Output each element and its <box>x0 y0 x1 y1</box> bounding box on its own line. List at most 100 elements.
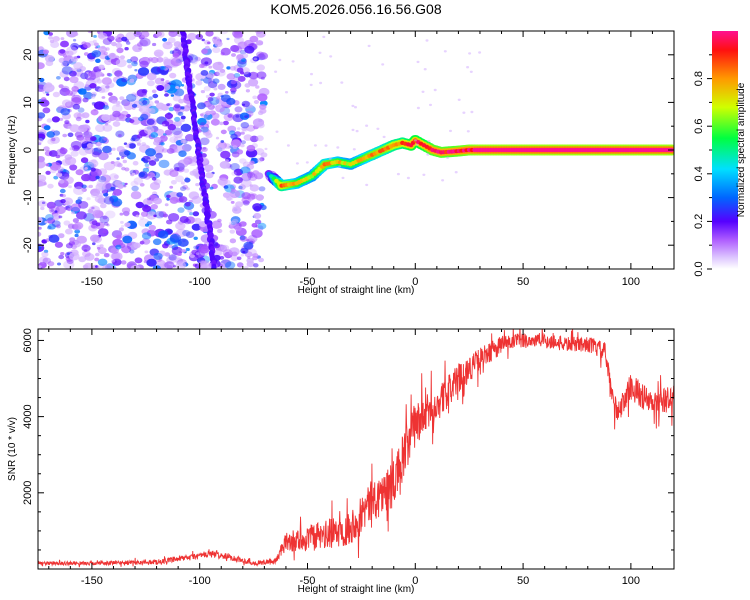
noise-blob <box>70 150 79 157</box>
noise-blob <box>170 57 183 67</box>
noise-blob <box>90 109 99 116</box>
noise-blob <box>106 224 110 227</box>
noise-blob <box>236 256 242 261</box>
noise-blob <box>144 250 149 254</box>
noise-blob <box>57 262 61 266</box>
noise-blob <box>164 129 173 136</box>
noise-blob <box>197 102 206 110</box>
noise-blob <box>244 115 248 118</box>
noise-blob <box>82 250 91 258</box>
noise-blob <box>245 89 250 93</box>
noise-blob <box>240 71 245 75</box>
spectrogram-x-tick-label: 100 <box>622 276 640 288</box>
noise-blob <box>229 145 233 148</box>
noise-blob <box>115 130 125 138</box>
noise-blob <box>126 93 137 102</box>
noise-blob <box>256 157 263 163</box>
noise-blob <box>242 200 250 206</box>
noise-blob <box>90 224 96 229</box>
noise-blob <box>195 252 200 256</box>
noise-blob <box>207 97 214 102</box>
noise-blob <box>97 258 108 266</box>
noise-blob <box>107 35 115 42</box>
noise-blob <box>116 47 124 54</box>
noise-blob <box>121 224 125 228</box>
noise-blob <box>81 187 87 192</box>
noise-blob <box>246 124 256 132</box>
noise-blob <box>94 195 105 203</box>
noise-blob <box>122 159 128 164</box>
noise-blob <box>84 167 88 170</box>
noise-blob <box>198 244 210 254</box>
noise-blob <box>130 137 136 142</box>
noise-blob <box>97 146 102 150</box>
noise-blob <box>60 252 65 256</box>
sparse-dot <box>324 144 328 147</box>
noise-blob <box>227 145 232 150</box>
noise-blob <box>120 220 124 224</box>
noise-blob <box>192 211 200 217</box>
noise-blob <box>172 95 181 102</box>
noise-blob <box>92 39 97 44</box>
noise-blob <box>139 60 149 68</box>
noise-blob <box>241 173 251 180</box>
noise-blob <box>70 166 76 170</box>
noise-blob <box>64 120 70 125</box>
noise-blob <box>175 261 187 269</box>
noise-blob <box>211 112 220 120</box>
noise-blob <box>60 108 70 116</box>
sparse-dot <box>396 172 400 176</box>
sparse-dot <box>457 98 461 102</box>
snr-x-tick-label: -50 <box>300 575 316 587</box>
noise-blob <box>43 83 55 93</box>
noise-blob <box>103 222 109 226</box>
noise-blob <box>38 182 45 187</box>
noise-blob <box>237 75 246 82</box>
noise-blob <box>95 71 103 77</box>
noise-blob <box>135 138 142 144</box>
noise-blob <box>133 60 138 65</box>
noise-blob <box>84 146 95 154</box>
noise-blob <box>173 120 182 127</box>
noise-blob <box>144 163 150 168</box>
noise-blob <box>85 256 91 260</box>
noise-blob <box>63 176 74 185</box>
noise-blob <box>181 144 192 152</box>
noise-blob <box>201 48 208 55</box>
sparse-dot <box>310 72 313 76</box>
noise-blob <box>90 136 97 142</box>
sparse-dot <box>421 90 425 94</box>
noise-blob <box>189 212 194 216</box>
noise-blob <box>164 203 169 207</box>
noise-blob <box>153 252 163 260</box>
noise-blob <box>253 212 262 219</box>
noise-blob <box>211 220 223 229</box>
noise-blob <box>42 107 51 114</box>
noise-blob <box>67 132 74 138</box>
noise-blob <box>170 94 175 97</box>
noise-blob <box>76 235 87 244</box>
noise-blob <box>38 138 44 143</box>
noise-blob <box>253 57 258 61</box>
noise-blob <box>243 134 253 141</box>
noise-blob <box>169 233 181 243</box>
snr-frame <box>37 328 675 570</box>
sparse-dot <box>406 176 410 180</box>
noise-blob <box>78 44 83 48</box>
noise-blob <box>131 185 139 192</box>
noise-blob <box>70 67 74 71</box>
noise-blob <box>95 265 99 268</box>
noise-blob <box>175 221 186 230</box>
noise-blob <box>99 84 110 93</box>
noise-blob <box>162 37 168 42</box>
noise-blob <box>145 148 157 157</box>
noise-blob <box>86 197 91 201</box>
noise-blob <box>178 196 188 203</box>
noise-blob <box>84 84 89 87</box>
noise-blob <box>146 221 153 226</box>
noise-blob <box>180 181 185 185</box>
noise-blob <box>75 211 87 220</box>
noise-blob <box>217 228 223 234</box>
noise-blob <box>174 103 181 109</box>
